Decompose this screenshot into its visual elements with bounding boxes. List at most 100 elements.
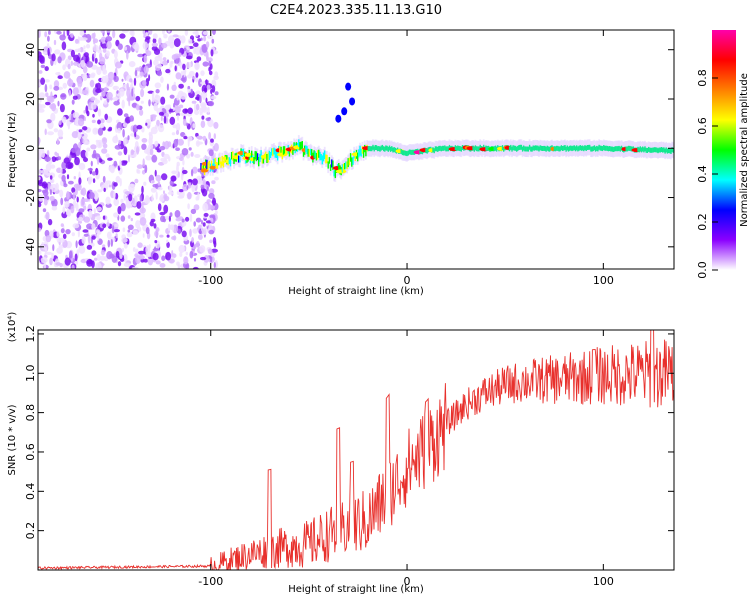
track-segment — [573, 145, 576, 151]
track-segment — [475, 146, 478, 152]
noise-blob — [53, 85, 60, 91]
track-segment — [261, 155, 263, 164]
snr-ytick-label: 1.0 — [24, 365, 37, 383]
noise-blob — [42, 51, 49, 55]
track-segment — [495, 146, 498, 152]
noise-blob — [189, 213, 193, 222]
noise-blob — [42, 208, 47, 213]
noise-blob — [115, 175, 121, 183]
track-segment — [322, 152, 325, 162]
track-segment — [630, 146, 632, 152]
noise-blob — [175, 147, 181, 151]
noise-blob — [118, 139, 122, 145]
noise-blob — [105, 180, 112, 185]
noise-blob — [119, 178, 122, 187]
track-segment — [561, 146, 564, 151]
noise-blob — [57, 56, 62, 64]
track-segment — [286, 148, 288, 155]
noise-blob — [70, 33, 74, 38]
track-segment — [645, 147, 647, 153]
noise-blob — [95, 139, 100, 143]
snr-ytick-label: 0.4 — [24, 483, 37, 501]
noise-blob — [189, 250, 194, 259]
track-segment — [472, 145, 474, 151]
noise-blob — [213, 133, 216, 140]
noise-blob — [205, 97, 208, 104]
noise-blob — [145, 245, 151, 255]
track-segment — [560, 145, 563, 151]
noise-blob — [173, 38, 181, 48]
noise-blob — [158, 111, 165, 116]
track-segment — [534, 145, 537, 151]
branch-blob — [349, 97, 356, 106]
noise-blob — [103, 86, 108, 93]
noise-blob — [86, 110, 90, 117]
noise-blob — [197, 38, 202, 42]
noise-blob — [123, 113, 129, 118]
noise-blob — [202, 202, 209, 212]
noise-blob — [71, 264, 75, 269]
noise-blob — [150, 114, 157, 118]
branch-blob — [345, 82, 352, 91]
track-segment — [601, 146, 604, 152]
noise-blob — [57, 100, 60, 107]
track-segment — [210, 160, 213, 170]
snr-xtick-label: 0 — [404, 575, 411, 588]
noise-blob — [200, 70, 205, 76]
colorbar-tick-label: 0.0 — [696, 261, 709, 279]
noise-blob — [85, 151, 89, 158]
noise-blob — [180, 92, 187, 100]
noise-blob — [94, 257, 98, 261]
track-segment — [665, 147, 667, 153]
noise-blob — [209, 214, 216, 219]
noise-blob — [193, 42, 199, 47]
noise-blob — [97, 233, 100, 241]
noise-blob — [117, 108, 123, 116]
noise-blob — [128, 97, 131, 107]
noise-blob — [156, 119, 160, 127]
track-segment — [660, 147, 663, 152]
noise-blob — [112, 225, 115, 234]
track-segment — [457, 145, 459, 151]
track-segment — [344, 163, 346, 170]
noise-blob — [95, 88, 102, 94]
spectrogram-ylabel: Frequency (Hz) — [7, 112, 18, 188]
noise-blob — [115, 250, 120, 259]
noise-blob — [73, 54, 80, 62]
track-segment — [598, 144, 600, 150]
noise-blob — [139, 217, 147, 226]
track-segment — [380, 145, 382, 151]
noise-blob — [142, 41, 149, 50]
noise-blob — [39, 96, 42, 103]
noise-blob — [60, 167, 63, 175]
track-segment — [646, 148, 649, 153]
noise-blob — [138, 255, 145, 260]
noise-blob — [97, 108, 102, 117]
noise-blob — [150, 212, 156, 221]
track-segment — [406, 151, 408, 157]
noise-blob — [75, 202, 79, 212]
track-segment — [266, 154, 268, 163]
noise-blob — [193, 46, 196, 55]
track-segment — [259, 153, 261, 162]
noise-blob — [145, 36, 151, 40]
track-segment — [260, 150, 262, 160]
noise-blob — [49, 84, 53, 90]
noise-blob — [101, 137, 108, 145]
track-segment — [385, 145, 387, 151]
noise-blob — [131, 88, 134, 97]
track-segment — [474, 145, 477, 151]
noise-blob — [207, 248, 213, 255]
track-segment — [345, 161, 347, 169]
noise-blob — [113, 197, 119, 207]
track-segment — [347, 158, 349, 168]
noise-blob — [56, 138, 59, 145]
noise-blob — [166, 241, 170, 248]
noise-blob — [129, 30, 134, 36]
track-segment — [637, 146, 639, 152]
noise-blob — [177, 263, 181, 269]
track-segment — [373, 146, 375, 152]
track-segment — [325, 154, 327, 164]
noise-blob — [44, 84, 48, 93]
noise-blob — [155, 191, 158, 200]
